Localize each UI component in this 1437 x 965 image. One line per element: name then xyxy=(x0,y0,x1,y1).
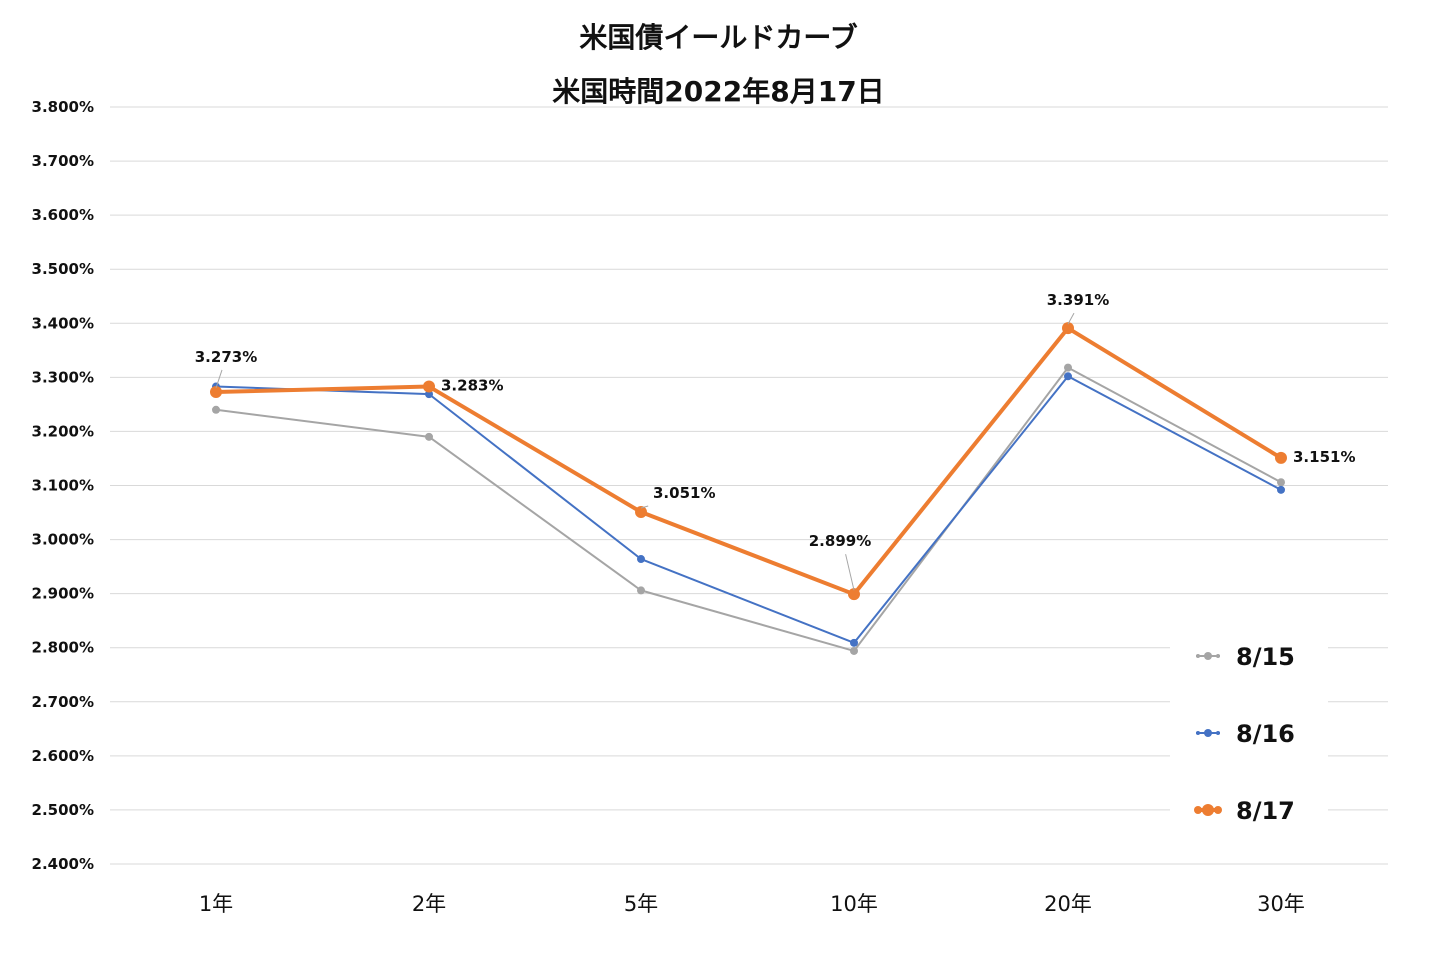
y-tick-label: 3.600% xyxy=(32,206,94,224)
x-tick-label: 10年 xyxy=(830,892,878,916)
y-tick-label: 3.100% xyxy=(32,477,94,495)
data-label: 3.051% xyxy=(653,484,715,502)
y-tick-label: 3.000% xyxy=(32,531,94,549)
data-point xyxy=(425,432,433,441)
data-point xyxy=(1064,372,1072,381)
y-tick-label: 3.700% xyxy=(32,152,94,170)
x-tick-label: 1年 xyxy=(199,892,233,916)
y-tick-label: 3.500% xyxy=(32,260,94,278)
data-label: 3.273% xyxy=(195,348,257,366)
data-point xyxy=(637,555,645,564)
x-tick-label: 2年 xyxy=(412,892,446,916)
data-point xyxy=(212,405,220,414)
y-tick-label: 3.200% xyxy=(32,422,94,440)
legend-label: 8/16 xyxy=(1236,720,1295,748)
series-line-8-17 xyxy=(215,326,1283,597)
data-point xyxy=(1275,451,1287,464)
legend-label: 8/15 xyxy=(1236,643,1295,671)
data-point xyxy=(423,380,435,393)
data-label-leader xyxy=(845,554,855,591)
chart-subtitle: 米国時間2022年8月17日 xyxy=(552,75,885,108)
data-point xyxy=(637,586,645,595)
data-point xyxy=(635,505,647,518)
legend-swatch-marker xyxy=(1216,654,1220,658)
legend-swatch-marker xyxy=(1204,652,1212,660)
y-tick-label: 3.400% xyxy=(32,314,94,332)
data-point xyxy=(1062,322,1074,335)
data-point xyxy=(1277,478,1285,487)
data-point xyxy=(1064,363,1072,372)
x-tick-label: 20年 xyxy=(1044,892,1092,916)
legend-swatch-marker xyxy=(1204,729,1212,737)
data-label: 3.151% xyxy=(1293,448,1355,466)
data-point xyxy=(210,385,222,398)
data-label: 3.391% xyxy=(1047,291,1109,309)
y-tick-label: 2.600% xyxy=(32,747,94,765)
data-point xyxy=(848,588,860,601)
series-line-8-16 xyxy=(215,375,1282,644)
legend-swatch-marker xyxy=(1196,731,1200,735)
data-label-leader xyxy=(640,505,649,509)
legend-swatch-marker xyxy=(1214,806,1222,814)
legend-swatch-marker xyxy=(1196,654,1200,658)
x-tick-label: 30年 xyxy=(1257,892,1305,916)
data-point xyxy=(850,638,858,647)
data-point xyxy=(1277,485,1285,494)
data-label-leader xyxy=(1067,312,1075,325)
y-tick-label: 3.800% xyxy=(32,98,94,116)
y-tick-label: 2.400% xyxy=(32,855,94,873)
legend-swatch-marker xyxy=(1202,804,1214,816)
y-tick-label: 2.500% xyxy=(32,801,94,819)
y-tick-label: 2.700% xyxy=(32,693,94,711)
chart-title: 米国債イールドカーブ xyxy=(579,21,858,54)
data-label-leader xyxy=(215,369,223,389)
legend-swatch-marker xyxy=(1194,806,1202,814)
x-tick-label: 5年 xyxy=(624,892,658,916)
legend-label: 8/17 xyxy=(1236,797,1295,825)
data-label: 3.283% xyxy=(441,377,503,395)
y-tick-label: 3.300% xyxy=(32,368,94,386)
data-point xyxy=(850,646,858,655)
legend-swatch-marker xyxy=(1216,731,1220,735)
data-label: 2.899% xyxy=(809,532,871,550)
y-tick-label: 2.900% xyxy=(32,585,94,603)
y-tick-label: 2.800% xyxy=(32,639,94,657)
series-line-8-15 xyxy=(215,366,1282,652)
